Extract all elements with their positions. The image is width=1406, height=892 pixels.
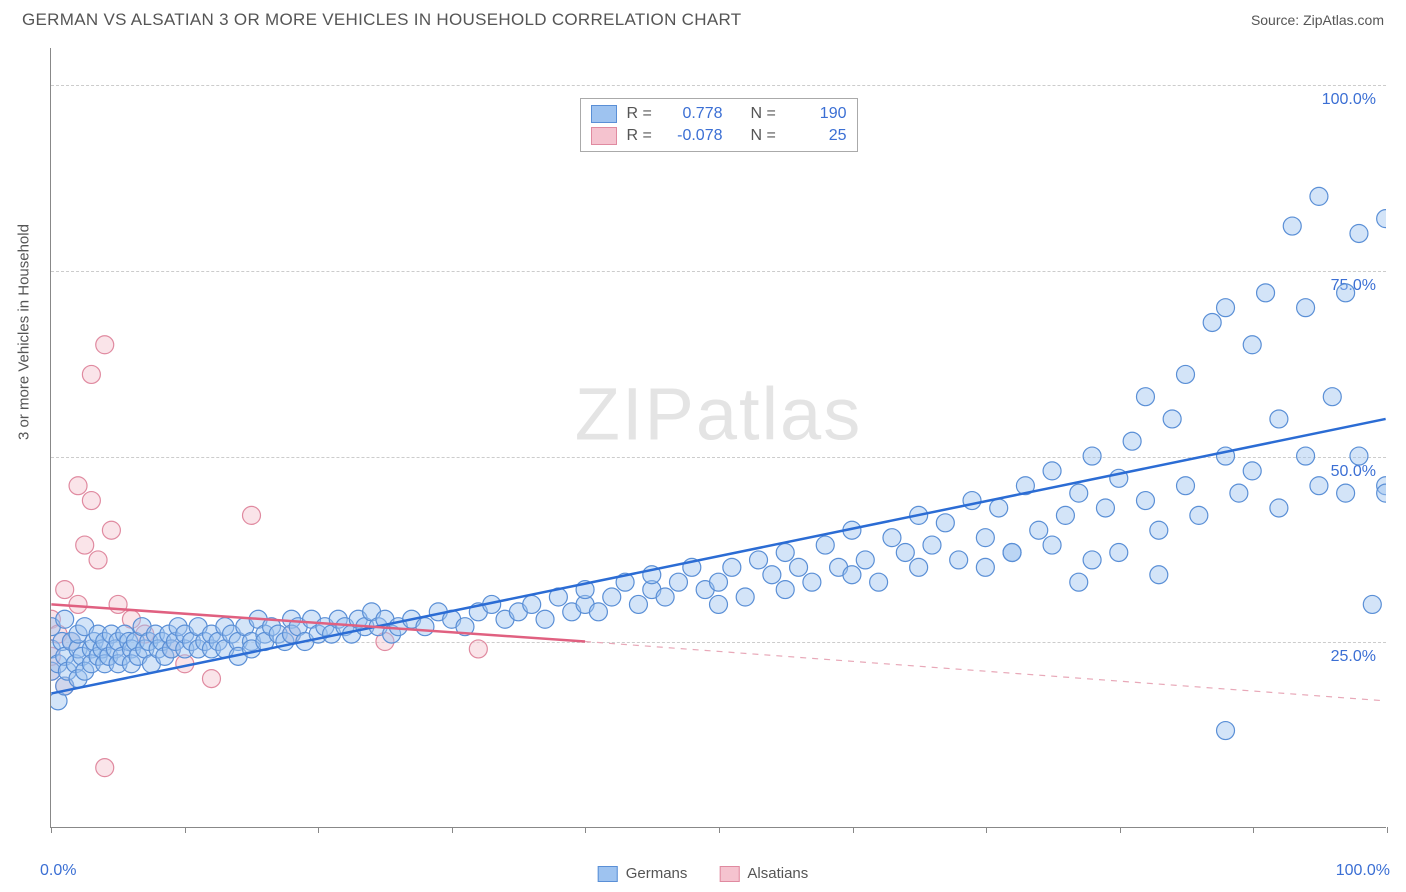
stats-legend-box: R = 0.778 N = 190 R = -0.078 N = 25 [580, 98, 858, 152]
swatch-alsatians [719, 866, 739, 882]
x-max-label: 100.0% [1336, 862, 1390, 880]
series-legend: Germans Alsatians [598, 865, 809, 882]
x-tick [853, 827, 854, 833]
scatter-plot-svg [51, 48, 1386, 827]
legend-item-alsatians: Alsatians [719, 865, 808, 882]
x-tick [452, 827, 453, 833]
n-value-germans: 190 [789, 105, 847, 123]
x-tick [51, 827, 52, 833]
x-origin-label: 0.0% [40, 862, 76, 880]
swatch-alsatians [591, 127, 617, 145]
y-axis-title: 3 or more Vehicles in Household [16, 224, 33, 440]
x-tick [1253, 827, 1254, 833]
legend-label-germans: Germans [626, 865, 688, 882]
chart-title: GERMAN VS ALSATIAN 3 OR MORE VEHICLES IN… [22, 10, 741, 30]
chart-plot-area: ZIPatlas R = 0.778 N = 190 R = -0.078 N … [50, 48, 1386, 828]
stats-row-germans: R = 0.778 N = 190 [591, 103, 847, 125]
r-label: R = [627, 127, 655, 145]
x-tick [585, 827, 586, 833]
swatch-germans [591, 105, 617, 123]
n-label: N = [751, 105, 779, 123]
r-value-germans: 0.778 [665, 105, 723, 123]
n-value-alsatians: 25 [789, 127, 847, 145]
r-label: R = [627, 105, 655, 123]
x-tick [318, 827, 319, 833]
r-value-alsatians: -0.078 [665, 127, 723, 145]
stats-row-alsatians: R = -0.078 N = 25 [591, 125, 847, 147]
swatch-germans [598, 866, 618, 882]
x-tick [1387, 827, 1388, 833]
legend-item-germans: Germans [598, 865, 688, 882]
x-tick [986, 827, 987, 833]
x-tick [1120, 827, 1121, 833]
n-label: N = [751, 127, 779, 145]
source-label: Source: ZipAtlas.com [1251, 12, 1384, 28]
x-tick [719, 827, 720, 833]
legend-label-alsatians: Alsatians [747, 865, 808, 882]
x-tick [185, 827, 186, 833]
